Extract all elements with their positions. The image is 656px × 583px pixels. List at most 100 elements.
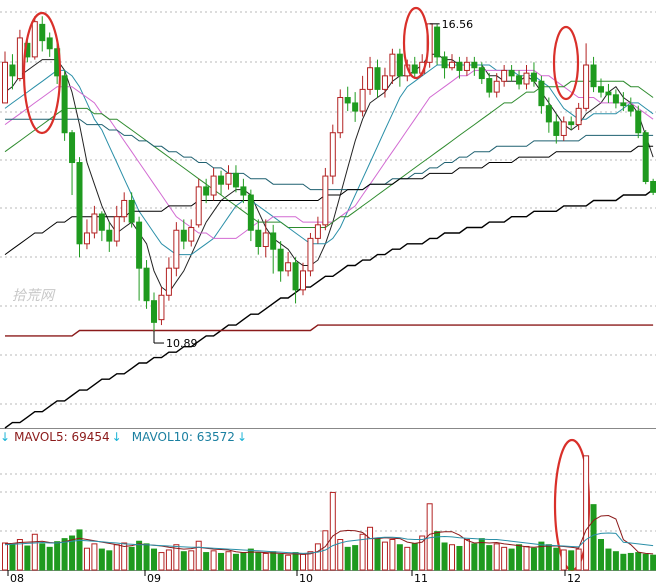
candle-down bbox=[76, 162, 83, 245]
volume-bar-up bbox=[262, 552, 269, 571]
candle-down bbox=[151, 300, 157, 323]
volume-bar-down bbox=[106, 550, 113, 571]
volume-bar-down bbox=[9, 544, 16, 571]
volume-bar-down bbox=[605, 548, 612, 571]
volume-bar-up bbox=[225, 551, 232, 571]
volume-bar-down bbox=[620, 553, 627, 571]
volume-bar-up bbox=[463, 539, 470, 571]
x-tick-label: 08 bbox=[10, 572, 24, 583]
candle-down bbox=[538, 80, 545, 107]
mavol10-label: MAVOL10: 63572 bbox=[131, 430, 235, 444]
candle-down bbox=[69, 132, 76, 164]
volume-bar-up bbox=[329, 491, 336, 571]
x-tick-label: 10 bbox=[299, 572, 313, 583]
candle-down bbox=[61, 75, 68, 134]
volume-bar-down bbox=[508, 548, 515, 571]
volume-bar-down bbox=[98, 548, 105, 571]
candle-down bbox=[456, 61, 463, 71]
candle-up bbox=[329, 132, 336, 177]
ma30-line bbox=[4, 80, 654, 228]
ma250-line bbox=[4, 189, 654, 429]
volume-bar-up bbox=[449, 544, 455, 571]
candle-up bbox=[113, 216, 120, 242]
volume-bar-down bbox=[486, 545, 493, 571]
candle-down bbox=[478, 67, 485, 80]
volume-bar-down bbox=[128, 546, 135, 571]
candle-down bbox=[374, 67, 381, 90]
highlight-ellipse bbox=[552, 25, 580, 101]
volume-bar-down bbox=[352, 545, 359, 571]
volume-bar-down bbox=[590, 504, 597, 571]
candle-up bbox=[158, 294, 165, 321]
volume-bar-down bbox=[247, 548, 254, 571]
volume-bar-down bbox=[218, 552, 225, 571]
volume-bar-down bbox=[553, 547, 560, 571]
candle-down bbox=[352, 102, 359, 112]
volume-bar-up bbox=[165, 549, 172, 571]
candle-down bbox=[270, 232, 277, 250]
candle-down bbox=[344, 97, 351, 104]
x-tick-label: 11 bbox=[414, 572, 428, 583]
volume-bar-up bbox=[113, 544, 120, 571]
candle-down bbox=[180, 229, 187, 242]
candle-down bbox=[441, 56, 448, 69]
ma5-line bbox=[4, 53, 654, 294]
candle-down bbox=[240, 186, 247, 196]
volume-bar-down bbox=[374, 538, 381, 571]
volume-bar-down bbox=[24, 545, 31, 571]
ma10-line bbox=[4, 64, 654, 256]
candle-down bbox=[620, 102, 627, 107]
candle-up bbox=[173, 229, 180, 269]
candle-up bbox=[322, 175, 329, 226]
candle-up bbox=[188, 227, 195, 242]
ma20-line bbox=[4, 69, 654, 239]
volume-bar-down bbox=[277, 553, 284, 571]
x-tick-label: 12 bbox=[567, 572, 581, 583]
candle-down bbox=[598, 86, 604, 93]
volume-bar-down bbox=[434, 531, 441, 571]
candle-down bbox=[136, 221, 143, 269]
volume-bar-up bbox=[560, 549, 567, 571]
candle-down bbox=[612, 94, 619, 104]
candle-down bbox=[232, 172, 239, 188]
candle-up bbox=[285, 262, 292, 272]
volume-bar-up bbox=[158, 552, 165, 571]
volume-bar-down bbox=[136, 540, 143, 571]
volume-bar-up bbox=[501, 546, 508, 571]
candle-down bbox=[650, 180, 656, 193]
candle-up bbox=[31, 21, 38, 58]
volume-bar-down bbox=[255, 552, 262, 571]
volume-bar-down bbox=[61, 538, 68, 571]
arrow-down-icon: ↓ bbox=[236, 430, 248, 444]
volume-bar-down bbox=[39, 543, 46, 571]
candle-up bbox=[121, 199, 128, 218]
candle-up bbox=[583, 64, 590, 109]
volume-bar-up bbox=[575, 548, 582, 571]
volume-bar-up bbox=[300, 553, 306, 571]
volume-bar-down bbox=[478, 538, 485, 571]
volume-bar-down bbox=[612, 551, 619, 571]
volume-bar-down bbox=[292, 552, 299, 571]
ma-long-line bbox=[5, 324, 654, 337]
volume-bar-down bbox=[396, 544, 403, 571]
candle-up bbox=[314, 224, 321, 239]
candle-up bbox=[2, 61, 8, 104]
volume-bar-up bbox=[83, 547, 90, 571]
candle-down bbox=[590, 64, 597, 88]
candle-down bbox=[247, 194, 254, 231]
volume-bar-down bbox=[270, 551, 277, 571]
volume-bar-down bbox=[545, 544, 552, 571]
volume-bar-up bbox=[314, 543, 321, 571]
volume-bar-down bbox=[538, 541, 545, 571]
candle-down bbox=[627, 105, 634, 112]
candle-up bbox=[449, 61, 455, 69]
watermark-text: 拾荒网 bbox=[12, 288, 54, 304]
volume-bar-down bbox=[627, 552, 634, 571]
candle-up bbox=[16, 37, 23, 80]
mavol5-label: MAVOL5: 69454 bbox=[14, 430, 110, 444]
volume-bar-down bbox=[180, 551, 187, 571]
candle-down bbox=[39, 23, 46, 42]
volume-bar-down bbox=[642, 553, 649, 571]
candle-down bbox=[553, 121, 560, 136]
candle-down bbox=[396, 53, 403, 77]
